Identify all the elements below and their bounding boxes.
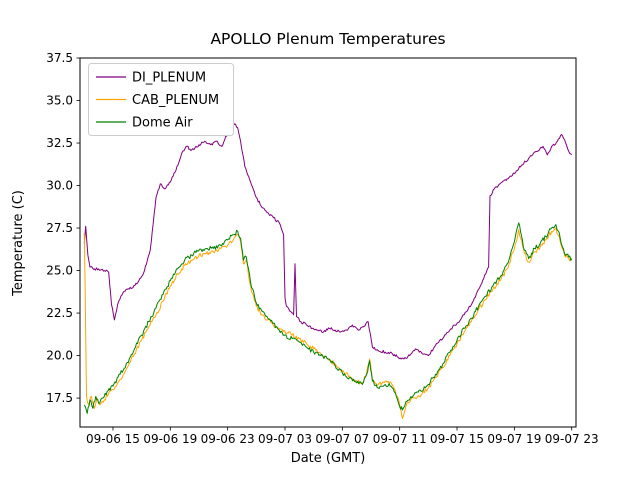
x-tick-label: 09-06 19 bbox=[143, 432, 197, 446]
y-tick-label: 20.0 bbox=[46, 349, 73, 363]
x-tick-label: 09-06 23 bbox=[201, 432, 255, 446]
y-tick-label: 32.5 bbox=[46, 136, 73, 150]
series-line-dome-air bbox=[83, 222, 573, 414]
x-tick-label: 09-07 23 bbox=[545, 432, 599, 446]
series-line-di-plenum bbox=[83, 122, 573, 360]
plot-border bbox=[79, 57, 577, 428]
x-tick-label: 09-07 19 bbox=[487, 432, 541, 446]
y-tick-label: 25.0 bbox=[46, 264, 73, 278]
x-tick-label: 09-07 07 bbox=[315, 432, 369, 446]
x-tick-label: 09-06 15 bbox=[86, 432, 140, 446]
x-ticks: 09-06 15 09-06 19 09-06 23 09-07 03 09-07 07… bbox=[86, 427, 599, 446]
legend-label: CAB_PLENUM bbox=[132, 93, 219, 108]
legend: DI_PLENUM CAB_PLENUM Dome Air bbox=[88, 63, 234, 136]
y-tick-label: 27.5 bbox=[46, 221, 73, 235]
y-ticks: 17.5 20.0 22.5 25.0 27.5 30.0 32.5 35.0 37.5 bbox=[46, 51, 80, 405]
y-tick-label: 22.5 bbox=[46, 306, 73, 320]
y-tick-label: 30.0 bbox=[46, 179, 73, 193]
legend-label: Dome Air bbox=[132, 116, 193, 131]
x-axis-label: Date (GMT) bbox=[291, 451, 366, 466]
legend-entry: CAB_PLENUM bbox=[96, 93, 219, 108]
y-tick-label: 17.5 bbox=[46, 391, 73, 405]
legend-entry: DI_PLENUM bbox=[96, 71, 206, 86]
series-line-cab-plenum bbox=[83, 227, 573, 419]
series-lines bbox=[83, 122, 573, 419]
y-tick-label: 37.5 bbox=[46, 51, 73, 65]
x-tick-label: 09-07 15 bbox=[430, 432, 484, 446]
legend-entry: Dome Air bbox=[96, 116, 193, 131]
x-tick-label: 09-07 11 bbox=[373, 432, 427, 446]
y-tick-label: 35.0 bbox=[46, 94, 73, 108]
x-tick-label: 09-07 03 bbox=[258, 432, 312, 446]
legend-box bbox=[88, 63, 234, 136]
y-axis-label: Temperature (C) bbox=[11, 190, 26, 297]
chart-title: APOLLO Plenum Temperatures bbox=[210, 30, 445, 48]
legend-label: DI_PLENUM bbox=[132, 71, 206, 86]
